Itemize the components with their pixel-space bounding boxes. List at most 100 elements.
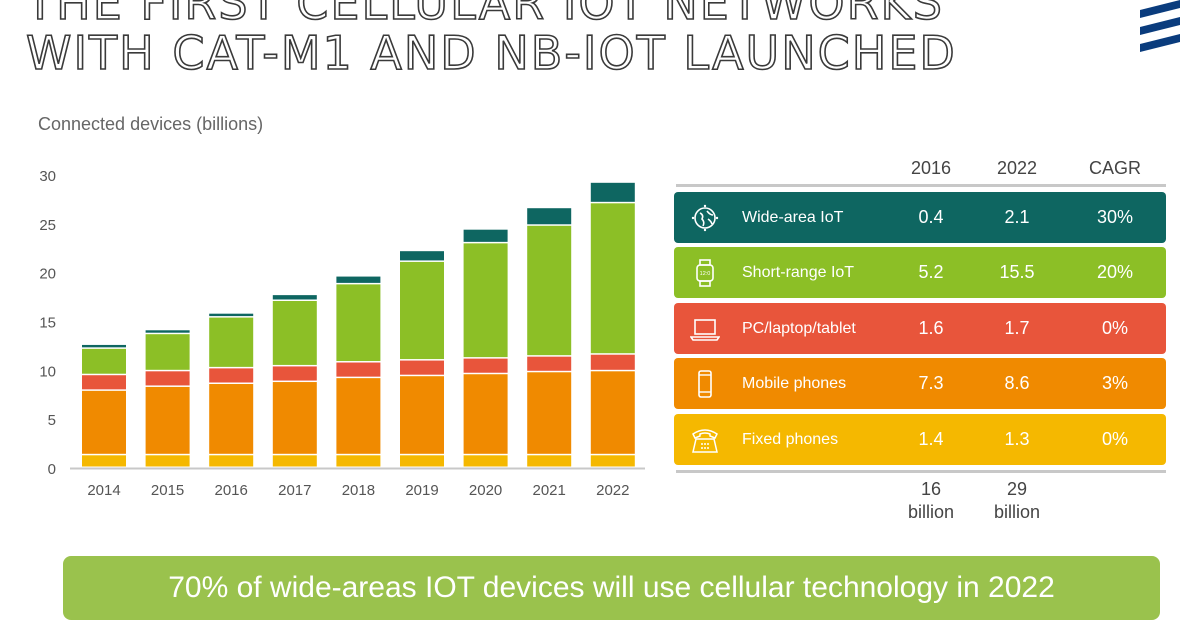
bar-segment-wide-area-iot <box>463 229 508 242</box>
total-2016: 16 billion <box>891 478 971 524</box>
bar-segment-pc-laptop-tablet <box>82 375 126 390</box>
value-cagr: 3% <box>1101 373 1128 393</box>
x-tick-label: 2022 <box>596 482 629 499</box>
y-tick-label: 15 <box>39 315 56 332</box>
x-tick-label: 2016 <box>215 482 248 499</box>
table-top-rule <box>676 184 1166 187</box>
bar-segment-short-range-iot <box>463 243 508 358</box>
value-cagr: 30% <box>1096 207 1134 227</box>
column-header-2022: 2022 <box>996 158 1038 178</box>
table-row-fixed-phones: Fixed phones 1.4 1.3 0% <box>674 414 1166 465</box>
bar-segment-fixed-phones <box>527 455 572 467</box>
x-axis: 2014 2015 2016 2017 2018 2019 2020 2021 2022 <box>87 482 629 499</box>
value-2022: 1.3 <box>1004 429 1030 449</box>
bar-segment-wide-area-iot <box>145 330 190 333</box>
value-2016: 0.4 <box>918 207 944 227</box>
bar-segment-mobile-phones <box>590 371 635 454</box>
row-label: Mobile phones <box>742 375 847 392</box>
y-tick-label: 0 <box>48 461 56 478</box>
bar-segment-wide-area-iot <box>336 276 381 283</box>
bar-segment-short-range-iot <box>145 334 190 370</box>
bar-segment-pc-laptop-tablet <box>209 368 254 383</box>
table-row-pc-laptop-tablet: PC/laptop/tablet 1.6 1.7 0% <box>674 303 1166 354</box>
bar-segment-wide-area-iot <box>527 208 572 225</box>
value-2016: 7.3 <box>918 373 944 393</box>
x-tick-label: 2015 <box>151 482 184 499</box>
bar-segment-fixed-phones <box>82 455 126 467</box>
bar-segment-fixed-phones <box>590 455 635 467</box>
bar-segment-short-range-iot <box>82 348 126 374</box>
smartwatch-icon: 12:0 <box>696 259 714 287</box>
headline-line-2: WITH CAT-M1 AND NB-IOT LAUNCHED <box>25 26 957 80</box>
value-cagr: 0% <box>1101 429 1128 449</box>
x-tick-label: 2014 <box>87 482 120 499</box>
bars <box>82 182 635 467</box>
y-tick-label: 10 <box>39 363 56 380</box>
value-2016: 1.6 <box>918 318 944 338</box>
table-row-short-range-iot: 12:0 Short-range IoT 5.2 15.5 20% <box>674 247 1166 298</box>
bar-segment-mobile-phones <box>527 372 572 454</box>
row-label: Short-range IoT <box>742 264 855 281</box>
bar-segment-fixed-phones <box>209 455 254 467</box>
bar-segment-fixed-phones <box>336 455 381 467</box>
bar-segment-mobile-phones <box>336 378 381 454</box>
bar-segment-mobile-phones <box>400 376 444 454</box>
bar-segment-wide-area-iot <box>209 313 254 317</box>
total-2022: 29 billion <box>977 478 1057 524</box>
bar-segment-fixed-phones <box>272 455 317 467</box>
bar-segment-short-range-iot <box>272 300 317 365</box>
table-bottom-rule <box>676 470 1166 473</box>
bar-segment-short-range-iot <box>209 317 254 367</box>
bar-segment-pc-laptop-tablet <box>527 356 572 371</box>
value-2022: 8.6 <box>1004 373 1030 393</box>
row-label: PC/laptop/tablet <box>742 320 856 337</box>
bar-segment-wide-area-iot <box>400 251 444 261</box>
total-2022-unit: billion <box>993 502 1041 522</box>
value-2022: 15.5 <box>999 262 1035 282</box>
bar-segment-mobile-phones <box>145 386 190 454</box>
bar-segment-wide-area-iot <box>272 295 317 300</box>
x-tick-label: 2018 <box>342 482 375 499</box>
bar-segment-short-range-iot <box>527 225 572 356</box>
bar-segment-pc-laptop-tablet <box>463 358 508 373</box>
bar-segment-fixed-phones <box>400 455 444 467</box>
table-row-mobile-phones: Mobile phones 7.3 8.6 3% <box>674 358 1166 409</box>
bar-segment-short-range-iot <box>336 284 381 362</box>
value-2016: 1.4 <box>918 429 944 449</box>
bar-segment-wide-area-iot <box>82 344 126 348</box>
ericsson-logo-icon <box>1140 0 1180 52</box>
chart-title: Connected devices (billions) <box>38 114 263 134</box>
bar-segment-wide-area-iot <box>590 182 635 202</box>
row-label: Wide-area IoT <box>742 209 844 226</box>
y-tick-label: 20 <box>39 266 56 283</box>
row-label: Fixed phones <box>742 431 839 448</box>
column-header-cagr: CAGR <box>1088 158 1141 178</box>
y-tick-label: 30 <box>39 168 56 185</box>
value-cagr: 20% <box>1096 262 1134 282</box>
headline-line-1: THE FIRST CELLULAR IOT NETWORKS <box>25 0 944 30</box>
table-row-wide-area-iot: Wide-area IoT 0.4 2.1 30% <box>674 192 1166 243</box>
bar-segment-pc-laptop-tablet <box>590 354 635 370</box>
bar-segment-pc-laptop-tablet <box>400 360 444 375</box>
bar-segment-fixed-phones <box>463 455 508 467</box>
x-tick-label: 2021 <box>533 482 566 499</box>
value-2016: 5.2 <box>918 262 944 282</box>
stacked-bar-chart: Connected devices (billions) 0 5 10 15 20 25 3… <box>38 114 645 499</box>
total-2016-value: 16 <box>920 479 942 499</box>
bar-segment-mobile-phones <box>272 382 317 454</box>
column-header-2016: 2016 <box>910 158 952 178</box>
y-tick-label: 5 <box>48 412 56 429</box>
x-tick-label: 2017 <box>278 482 311 499</box>
value-2022: 1.7 <box>1004 318 1030 338</box>
bar-segment-mobile-phones <box>463 374 508 454</box>
bar-segment-short-range-iot <box>590 203 635 354</box>
laptop-icon <box>690 319 720 341</box>
bar-segment-pc-laptop-tablet <box>145 371 190 386</box>
summary-banner: 70% of wide-areas IOT devices will use c… <box>63 556 1160 620</box>
globe-icon <box>691 204 719 232</box>
bar-segment-mobile-phones <box>209 384 254 454</box>
desk-phone-icon <box>692 429 718 453</box>
value-2022: 2.1 <box>1004 207 1030 227</box>
bar-segment-mobile-phones <box>82 390 126 454</box>
x-tick-label: 2019 <box>405 482 438 499</box>
